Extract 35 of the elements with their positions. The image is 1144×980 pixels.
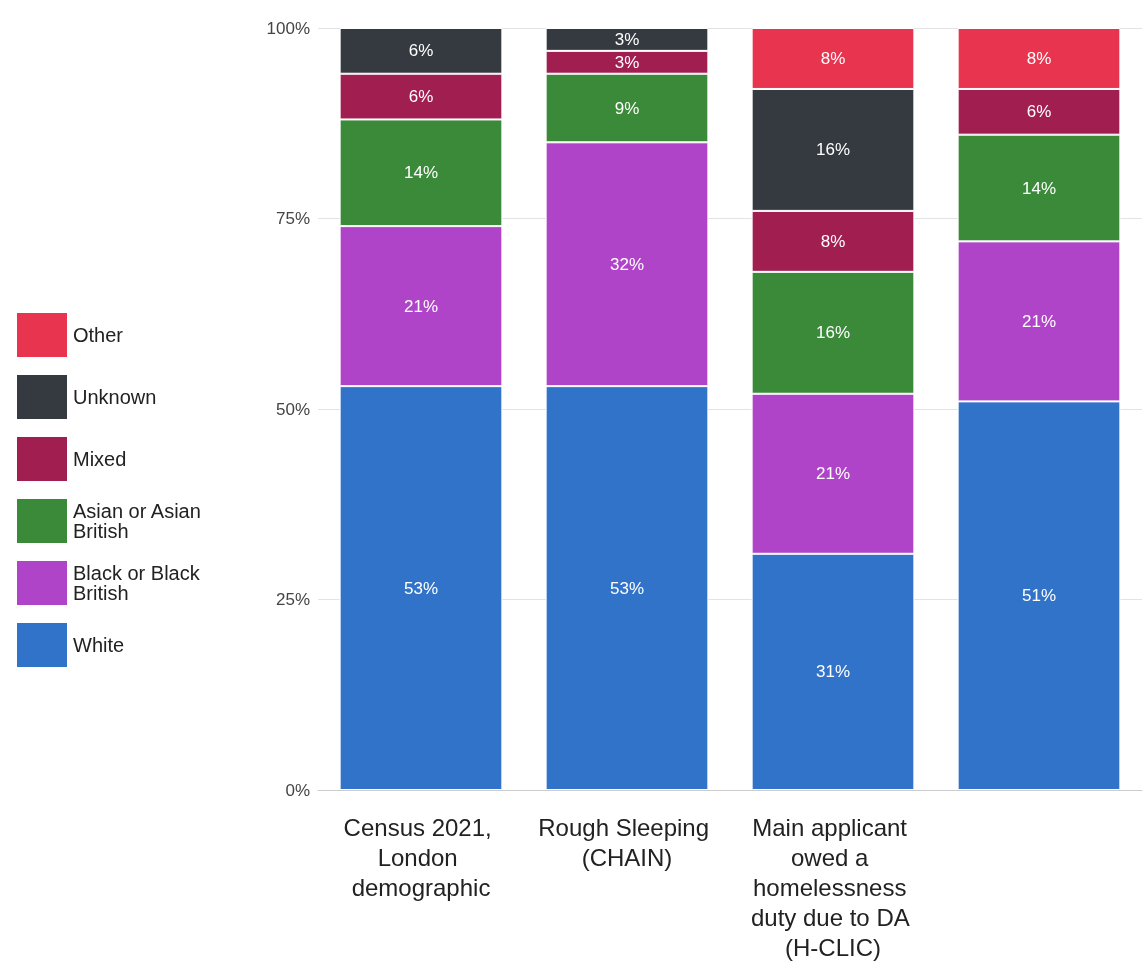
data-label: 6% <box>408 41 434 61</box>
data-label: 3% <box>614 52 640 72</box>
y-tick-label: 100% <box>266 18 310 38</box>
data-label: 6% <box>1026 102 1052 122</box>
data-label: 8% <box>820 231 846 251</box>
data-label: 21% <box>1021 311 1057 331</box>
data-label: 3% <box>614 29 640 49</box>
data-label: 16% <box>815 323 851 343</box>
data-label: 14% <box>403 163 439 183</box>
legend-label: Asian or Asian British <box>73 500 207 542</box>
legend-label: Unknown <box>73 386 157 408</box>
data-label: 14% <box>1021 178 1057 198</box>
data-label: 8% <box>1026 48 1052 68</box>
x-tick-label: Main applicant owed a homelessness duty due to DA (H-CLIC) <box>750 813 916 961</box>
data-label: 6% <box>408 87 434 107</box>
x-tick-label: Rough Sleeping (CHAIN) <box>538 813 716 871</box>
data-label: 51% <box>1021 586 1057 606</box>
x-tick-label: Census 2021, London demographic <box>343 813 499 901</box>
data-label: 8% <box>820 48 846 68</box>
data-label: 16% <box>815 140 851 160</box>
y-tick-label: 75% <box>275 209 310 228</box>
data-label: 53% <box>403 578 439 598</box>
y-tick-label: 25% <box>275 590 310 609</box>
y-tick-label: 50% <box>275 399 310 419</box>
data-label: 21% <box>815 464 851 484</box>
data-label: 21% <box>403 296 439 316</box>
data-label: 31% <box>815 662 851 682</box>
legend-label: Mixed <box>73 448 127 470</box>
data-label: 53% <box>609 578 645 598</box>
legend-label: Black or Black British <box>73 562 206 604</box>
y-tick-label: 0% <box>285 780 310 800</box>
data-label: 32% <box>609 254 645 274</box>
data-label: 9% <box>614 98 640 118</box>
legend-label: Other <box>73 324 124 346</box>
legend-label: White <box>73 634 125 656</box>
